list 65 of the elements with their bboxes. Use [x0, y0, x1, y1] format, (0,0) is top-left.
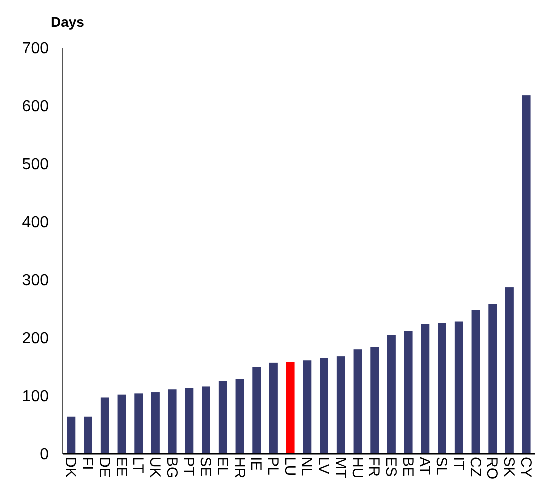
bar	[454, 322, 464, 454]
x-tick-label: SL	[433, 457, 450, 476]
x-tick-label: BE	[399, 457, 416, 478]
x-tick-label: PL	[264, 457, 282, 476]
bar	[388, 335, 396, 454]
bar	[522, 96, 531, 454]
bar	[320, 358, 328, 454]
y-tick-label: 500	[22, 156, 50, 174]
x-tick-label: HR	[230, 457, 248, 479]
x-tick-label: ES	[382, 457, 400, 478]
bar	[100, 398, 110, 454]
bar	[152, 392, 160, 454]
y-tick-label: 300	[22, 272, 50, 290]
bar	[218, 382, 228, 454]
x-tick-label: PT	[180, 457, 198, 476]
bar	[185, 388, 194, 454]
x-tick-label: CY	[517, 457, 534, 478]
bar	[303, 360, 312, 454]
bar	[168, 390, 177, 454]
x-tick-label: LT	[130, 457, 147, 474]
bar	[404, 331, 413, 454]
y-tick-label: 0	[40, 446, 50, 464]
bar	[488, 304, 498, 454]
y-axis-title: Days	[51, 14, 85, 30]
x-tick-label: DK	[62, 457, 80, 478]
y-tick-label: 100	[22, 388, 50, 406]
bar	[286, 362, 295, 454]
bar	[67, 416, 76, 454]
x-tick-label: CZ	[466, 457, 484, 477]
x-tick-label: LV	[315, 457, 332, 474]
bar	[421, 324, 430, 454]
x-tick-label: EL	[214, 457, 231, 476]
x-tick-label: IT	[450, 457, 467, 470]
x-tick-label: MT	[332, 457, 349, 479]
bar	[252, 367, 262, 454]
x-tick-label: HU	[348, 457, 366, 479]
x-tick-label: UK	[146, 457, 164, 478]
x-tick-label: DE	[96, 457, 113, 478]
x-tick-label: RO	[484, 457, 501, 480]
y-tick-label: 700	[22, 40, 50, 58]
bar	[134, 394, 144, 454]
bar	[270, 362, 278, 454]
x-tick-label: NL	[298, 457, 316, 476]
bar	[370, 347, 380, 454]
x-tick-label: BG	[163, 457, 180, 479]
bar	[506, 288, 514, 454]
x-tick-label: FR	[366, 457, 383, 478]
x-tick-label: FI	[79, 457, 96, 470]
x-tick-label: SE	[197, 457, 214, 478]
x-tick-label: SK	[500, 457, 518, 478]
bar	[236, 379, 244, 454]
x-tick-label: IE	[248, 457, 265, 472]
bar	[472, 310, 480, 454]
y-tick-label: 200	[22, 330, 50, 348]
x-tick-label: AT	[416, 457, 434, 476]
bar	[118, 394, 126, 454]
y-tick-label: 600	[22, 98, 50, 116]
x-tick-label: EE	[112, 457, 130, 478]
bar	[336, 356, 346, 454]
bar	[438, 324, 446, 454]
y-tick-label: 400	[22, 214, 50, 232]
bar	[84, 416, 92, 454]
bar	[202, 386, 210, 454]
bar	[354, 350, 362, 454]
x-tick-label: LU	[281, 457, 298, 476]
